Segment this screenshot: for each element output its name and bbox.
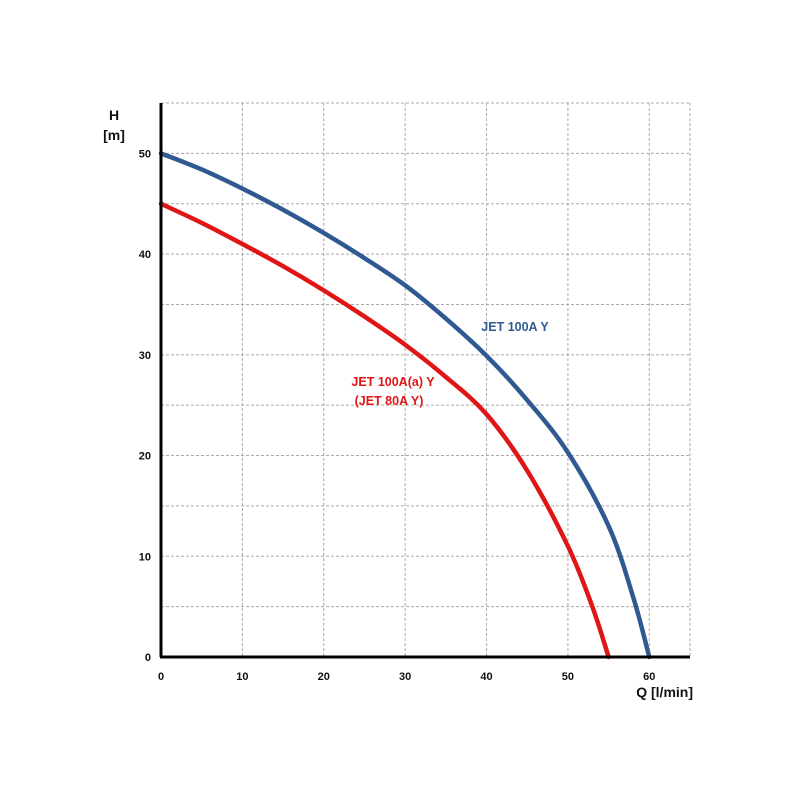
- grid: [161, 102, 691, 657]
- y-tick-label: 50: [139, 148, 151, 160]
- y-axis-label-unit: [m]: [103, 127, 125, 143]
- y-tick-label: 20: [139, 451, 151, 463]
- series-lines: [158, 151, 652, 660]
- y-axis-label-h: H: [109, 107, 119, 123]
- series-line-1: [158, 201, 611, 660]
- x-axis-label: Q [l/min]: [636, 684, 693, 700]
- series-label-jet-100a: JET 100A Y: [481, 320, 549, 334]
- x-tick-label: 60: [643, 671, 655, 683]
- x-tick-label: 50: [562, 671, 574, 683]
- x-tick-label: 0: [158, 671, 164, 683]
- series-label-jet-100a-a: JET 100A(a) Y: [351, 375, 435, 389]
- y-tick-label: 10: [139, 551, 151, 563]
- x-tick-label: 20: [318, 671, 330, 683]
- series-line-0: [158, 151, 652, 660]
- x-tick-label: 10: [236, 671, 248, 683]
- y-tick-label: 30: [139, 350, 151, 362]
- y-tick-label: 0: [145, 652, 151, 664]
- y-tick-label: 40: [139, 249, 151, 261]
- tick-labels: 0 10 20 30 40 50 60 0 10 20 30 40 50: [139, 148, 656, 683]
- x-tick-label: 40: [480, 671, 492, 683]
- x-tick-label: 30: [399, 671, 411, 683]
- series-label-jet-80a: (JET 80A Y): [355, 394, 424, 408]
